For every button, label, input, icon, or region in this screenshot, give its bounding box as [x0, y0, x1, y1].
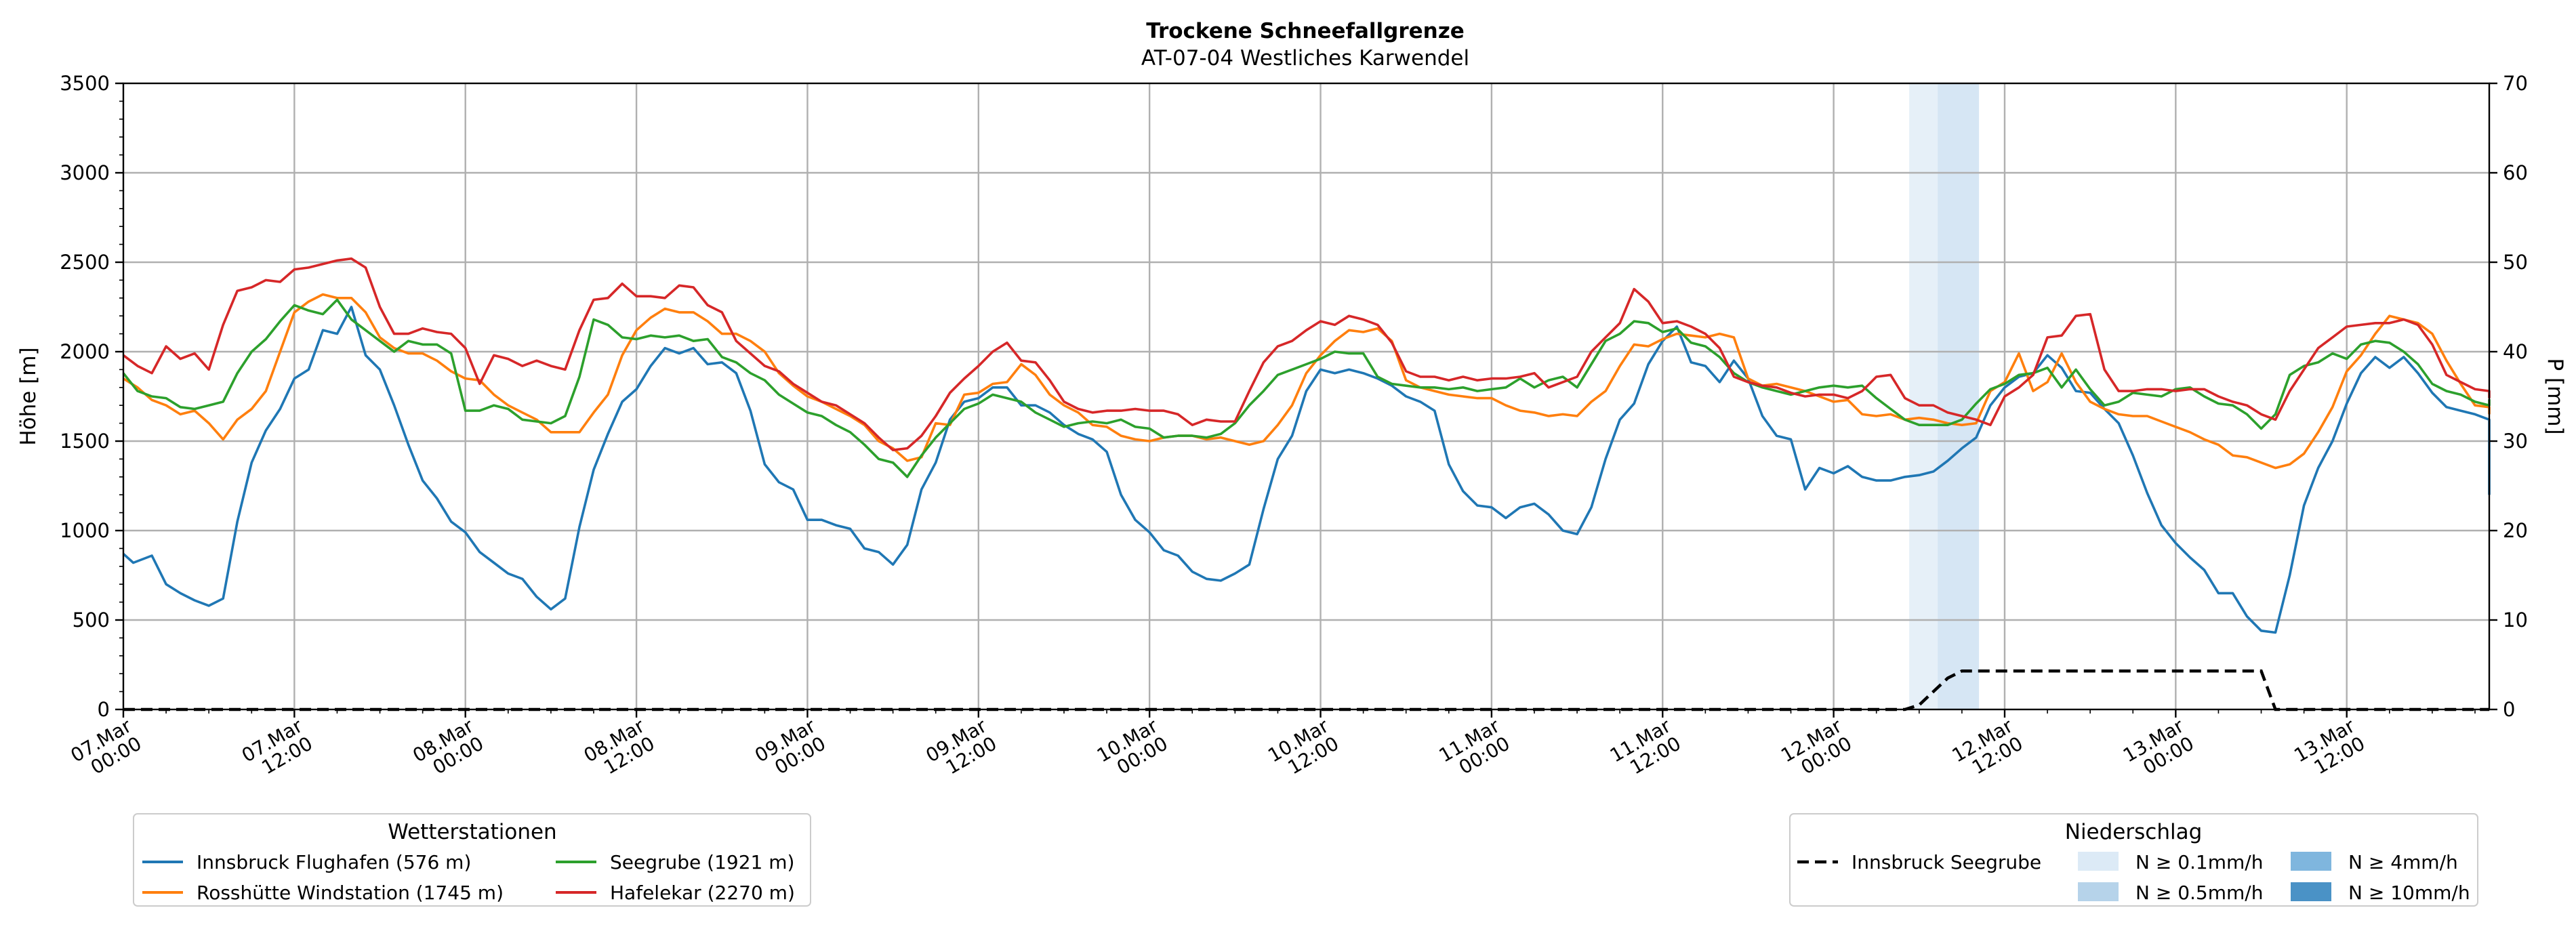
y-tick-label-3: 1500: [60, 430, 110, 453]
legend-precip-swatch-2: [2078, 882, 2119, 901]
y2-tick-label-4: 40: [2503, 340, 2528, 363]
legend-precip-swatch-1: [2291, 852, 2331, 871]
y-tick-label-1: 500: [73, 608, 110, 632]
gridlines: [123, 83, 2489, 709]
precip-bands: [1909, 83, 1980, 709]
legend-precip-line-label: Innsbruck Seegrube: [1852, 851, 2041, 873]
legend-precip-label-0: N ≥ 0.1mm/h: [2135, 851, 2263, 873]
y2-tick-label-1: 10: [2503, 608, 2528, 632]
y2-axis-ticks: 0 10 20 30 40 50 60 70: [2489, 72, 2528, 721]
y2-tick-label-7: 70: [2503, 72, 2528, 95]
y-tick-label-7: 3500: [60, 72, 110, 95]
y-tick-label-2: 1000: [60, 519, 110, 542]
legend-precip-swatch-0: [2078, 852, 2119, 871]
y2-tick-label-6: 60: [2503, 161, 2528, 184]
chart-subtitle: AT-07-04 Westliches Karwendel: [1141, 46, 1469, 70]
y2-tick-label-3: 30: [2503, 430, 2528, 453]
series-line-3: [122, 257, 2491, 451]
y-tick-label-5: 2500: [60, 251, 110, 274]
legend-station-label-1: Seegrube (1921 m): [610, 851, 794, 873]
plot-frame: [122, 82, 2491, 711]
legend-stations-title: Wetterstationen: [388, 820, 556, 844]
legend-precip-label-1: N ≥ 4mm/h: [2348, 851, 2458, 873]
y-axis-label: Höhe [m]: [16, 347, 41, 445]
legend-precip-label-3: N ≥ 10mm/h: [2348, 882, 2470, 904]
y-tick-label-0: 0: [98, 698, 110, 721]
series-line-1: [123, 293, 2491, 470]
legend-station-label-2: Rosshütte Windstation (1745 m): [197, 882, 504, 904]
y2-tick-label-0: 0: [2503, 698, 2515, 721]
legend-stations: Wetterstationen Innsbruck Flughafen (576 …: [133, 813, 811, 907]
series-line-0: [122, 306, 2491, 634]
legend-stations-box: [133, 813, 811, 907]
y-tick-label-4: 2000: [60, 340, 110, 363]
series-lines: [122, 257, 2491, 634]
precip-band-0: [1909, 83, 1938, 709]
legend-precip-label-2: N ≥ 0.5mm/h: [2135, 882, 2263, 904]
legend-precip-swatch-3: [2291, 882, 2331, 901]
y-tick-label-6: 3000: [60, 161, 110, 184]
precip-line: [123, 669, 2489, 711]
y2-tick-label-2: 20: [2503, 519, 2528, 542]
legend-station-label-0: Innsbruck Flughafen (576 m): [197, 851, 471, 873]
y2-axis-label: P [mm]: [2543, 358, 2567, 434]
legend-station-label-3: Hafelekar (2270 m): [610, 882, 795, 904]
legend-precip-title: Niederschlag: [2065, 820, 2203, 844]
y-axis-ticks: 0 500 1000 1500 2000 2500 3000 3500: [60, 72, 123, 721]
precip-series-line: [123, 669, 2489, 711]
precip-band-1: [1938, 83, 1980, 709]
chart-title: Trockene Schneefallgrenze: [1146, 19, 1465, 43]
series-line-2: [122, 298, 2491, 478]
legend-precip: Niederschlag Innsbruck Seegrube N ≥ 0.1mm/…: [1789, 813, 2478, 907]
y2-tick-label-5: 50: [2503, 251, 2528, 274]
